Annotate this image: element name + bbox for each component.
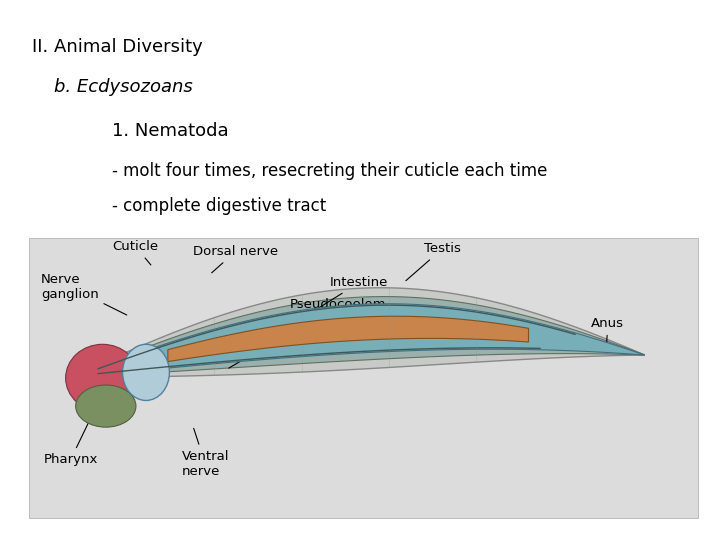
Text: Pharynx: Pharynx bbox=[43, 417, 98, 466]
FancyBboxPatch shape bbox=[29, 238, 698, 518]
Text: Intestine: Intestine bbox=[312, 276, 389, 312]
Text: 1. Nematoda: 1. Nematoda bbox=[112, 122, 228, 139]
Polygon shape bbox=[69, 288, 645, 378]
Text: - complete digestive tract: - complete digestive tract bbox=[112, 197, 326, 215]
Text: Dorsal nerve: Dorsal nerve bbox=[193, 245, 278, 273]
Text: b. Ecdysozoans: b. Ecdysozoans bbox=[54, 78, 193, 96]
Polygon shape bbox=[69, 304, 645, 378]
Text: Anus: Anus bbox=[591, 317, 624, 353]
Text: Nerve
ganglion: Nerve ganglion bbox=[41, 273, 127, 315]
Ellipse shape bbox=[122, 345, 169, 401]
Text: Excretory tube: Excretory tube bbox=[229, 322, 345, 368]
Polygon shape bbox=[69, 296, 645, 378]
Text: Testis: Testis bbox=[406, 242, 461, 281]
Text: Cuticle: Cuticle bbox=[112, 240, 158, 265]
Text: II. Animal Diversity: II. Animal Diversity bbox=[32, 38, 203, 56]
Text: - molt four times, resecreting their cuticle each time: - molt four times, resecreting their cut… bbox=[112, 162, 547, 180]
Text: Pseudocoelom: Pseudocoelom bbox=[279, 299, 387, 338]
Ellipse shape bbox=[76, 385, 136, 427]
Polygon shape bbox=[168, 316, 528, 362]
Text: Ventral
nerve: Ventral nerve bbox=[181, 428, 229, 478]
Ellipse shape bbox=[66, 345, 139, 411]
